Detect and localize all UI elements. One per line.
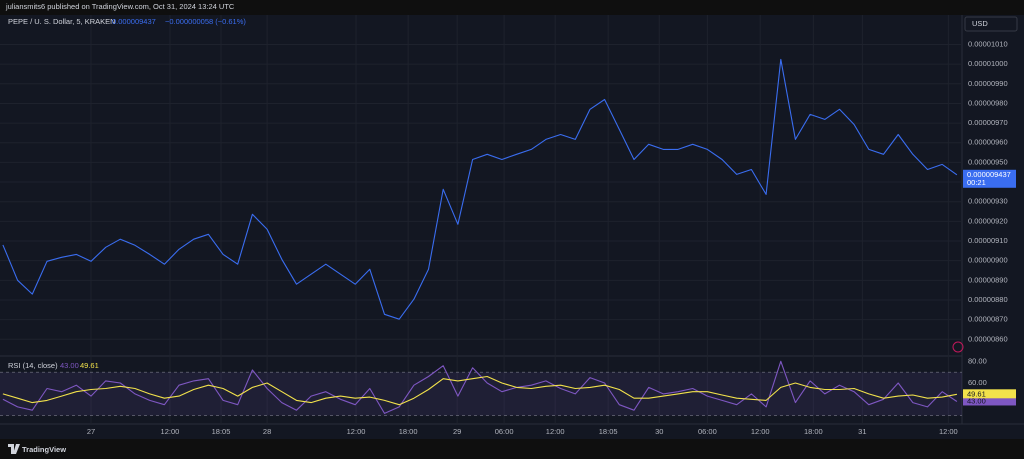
x-tick-label: 12:00 (546, 427, 565, 436)
last-value-tag-label: 49.61 (967, 389, 986, 398)
series-line (2, 375, 958, 406)
publisher: juliansmits6 published on TradingView.co… (5, 2, 235, 11)
legend-value: 0.000009437 (112, 17, 156, 26)
chart-panel (0, 15, 1024, 439)
x-tick-label: 18:00 (804, 427, 823, 436)
legend-value: 49.61 (80, 361, 99, 370)
x-tick-label: 29 (453, 427, 461, 436)
band-fill (0, 372, 962, 416)
currency-button[interactable] (964, 16, 1018, 32)
y-tick-label: 0.00000880 (968, 295, 1008, 304)
x-tick-label: 18:05 (599, 427, 618, 436)
y-tick-label: 0.00000900 (968, 256, 1008, 265)
y-tick-label: 0.00000970 (968, 118, 1008, 127)
y-tick-label: 0.00000920 (968, 216, 1008, 225)
last-value-tag (963, 389, 1016, 399)
y-tick-label: 0.00001010 (968, 39, 1008, 48)
last-value-tag (963, 396, 1016, 406)
brand: TradingView (22, 445, 66, 454)
x-tick-label: 18:00 (399, 427, 418, 436)
legend-value: 43.00 (60, 361, 79, 370)
y-tick-label: 0.00000870 (968, 315, 1008, 324)
y-tick-label: 80.00 (968, 356, 987, 365)
x-tick-label: 30 (655, 427, 663, 436)
y-tick-label: 0.00000930 (968, 197, 1008, 206)
x-tick-label: 31 (858, 427, 866, 436)
x-tick-label: 28 (263, 427, 271, 436)
y-tick-label: 0.00000890 (968, 275, 1008, 284)
last-value-tag-label: 0.000009437 (967, 170, 1011, 179)
last-value-tag (963, 169, 1016, 188)
brand-logo (8, 444, 20, 454)
chart-layer: 27 12:00 18:05 28 12:00 18:00 29 06:00 12:00 18:0… (0, 15, 1016, 436)
y-tick-label: 60.00 (968, 378, 987, 387)
x-tick-label: 12:00 (939, 427, 958, 436)
y-tick-label: 0.00000990 (968, 79, 1008, 88)
countdown: 00:21 (967, 178, 986, 187)
x-tick-label: 27 (87, 427, 95, 436)
x-tick-label: 12:00 (347, 427, 366, 436)
series-line (2, 360, 958, 414)
y-tick-label: 0.00000980 (968, 98, 1008, 107)
currency[interactable]: USD (972, 19, 988, 28)
y-tick-label: 0.00000960 (968, 138, 1008, 147)
x-tick-label: 06:00 (495, 427, 514, 436)
y-tick-label: 0.00000860 (968, 334, 1008, 343)
y-tick-label: 0.00000910 (968, 236, 1008, 245)
alert-icon[interactable] (952, 341, 964, 353)
series-line (2, 58, 958, 320)
x-tick-label: 12:00 (161, 427, 180, 436)
legend-title: RSI (14, close) (8, 361, 58, 370)
legend-change: −0.000000058 (−0.61%) (165, 17, 246, 26)
y-tick-label: 0.00000950 (968, 157, 1008, 166)
last-value-tag-label: 43.00 (967, 396, 986, 405)
x-tick-label: 06:00 (698, 427, 717, 436)
legend-title: PEPE / U. S. Dollar, 5, KRAKEN (8, 17, 116, 26)
y-tick-label: 0.00001000 (968, 59, 1008, 68)
x-tick-label: 12:00 (751, 427, 770, 436)
x-tick-label: 18:05 (212, 427, 231, 436)
